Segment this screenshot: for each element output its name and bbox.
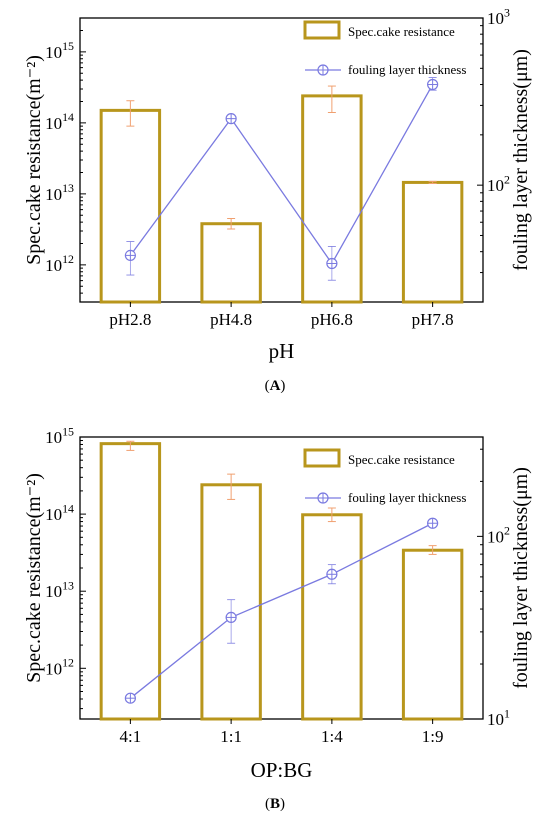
y2-tick-label: 102 — [487, 524, 510, 547]
y-tick-label: 1012 — [45, 656, 74, 679]
panel-label-a: A — [269, 378, 281, 394]
bar — [301, 513, 363, 721]
x-tick-label: 1:4 — [321, 727, 343, 746]
legend: Spec.cake resistance fouling layer thickn… — [303, 448, 466, 505]
panel-label-b: B — [269, 796, 280, 812]
bar — [401, 180, 464, 304]
y-tick-label: 1013 — [45, 579, 74, 602]
x-axis-title: pH — [269, 339, 295, 363]
plot-frame — [79, 436, 484, 720]
legend-line-label: fouling layer thickness — [348, 490, 466, 505]
y-tick-label: 1015 — [45, 424, 74, 447]
thickness-line — [129, 84, 434, 265]
bar — [200, 222, 262, 304]
legend-bar-label: Spec.cake resistance — [348, 24, 455, 39]
y2-axis-title: fouling layer thickness(μm) — [510, 467, 532, 689]
bar — [99, 442, 162, 721]
y2-tick-label: 102 — [487, 173, 510, 196]
legend-bar-label: Spec.cake resistance — [348, 452, 455, 467]
y-tick-label: 1014 — [45, 110, 74, 133]
x-tick-label: pH2.8 — [109, 310, 151, 329]
legend: Spec.cake resistance fouling layer thickn… — [303, 20, 466, 77]
legend-bar-swatch — [303, 448, 341, 468]
panel-caption-b: (B) — [264, 796, 285, 812]
y-tick-label: 1013 — [45, 181, 74, 204]
plot-frame — [79, 17, 484, 303]
x-tick-label: 1:9 — [422, 727, 444, 746]
x-tick-label: pH4.8 — [210, 310, 252, 329]
panel-caption-a: (A) — [264, 378, 286, 394]
y-axis-title: Spec.cake resistance(m⁻²) — [23, 55, 45, 265]
legend-line-label: fouling layer thickness — [348, 62, 466, 77]
y2-tick-label: 101 — [487, 706, 510, 729]
thickness-line — [129, 522, 433, 699]
y-tick-label: 1014 — [45, 501, 74, 524]
y2-axis-title: fouling layer thickness(μm) — [510, 49, 532, 271]
chart-panel-a: 1012 1013 1014 1015 102 103 pH2.8 pH4.8 pH6.8 pH7… — [23, 5, 532, 363]
y2-tick-label: 103 — [487, 5, 510, 28]
y-tick-label: 1012 — [45, 252, 74, 275]
x-axis-title: OP:BG — [251, 758, 313, 782]
y-tick-label: 1015 — [45, 39, 74, 62]
y-axis-title: Spec.cake resistance(m⁻²) — [23, 473, 45, 683]
x-tick-label: pH6.8 — [311, 310, 353, 329]
x-tick-label: 1:1 — [220, 727, 242, 746]
bar — [401, 548, 464, 721]
legend-bar-swatch — [303, 20, 341, 40]
x-tick-label: pH7.8 — [412, 310, 454, 329]
x-tick-label: 4:1 — [120, 727, 142, 746]
chart-panel-b: 1012 1013 1014 1015 101 102 4:1 1:1 1:4 1:9 OP:BG S… — [23, 424, 532, 782]
